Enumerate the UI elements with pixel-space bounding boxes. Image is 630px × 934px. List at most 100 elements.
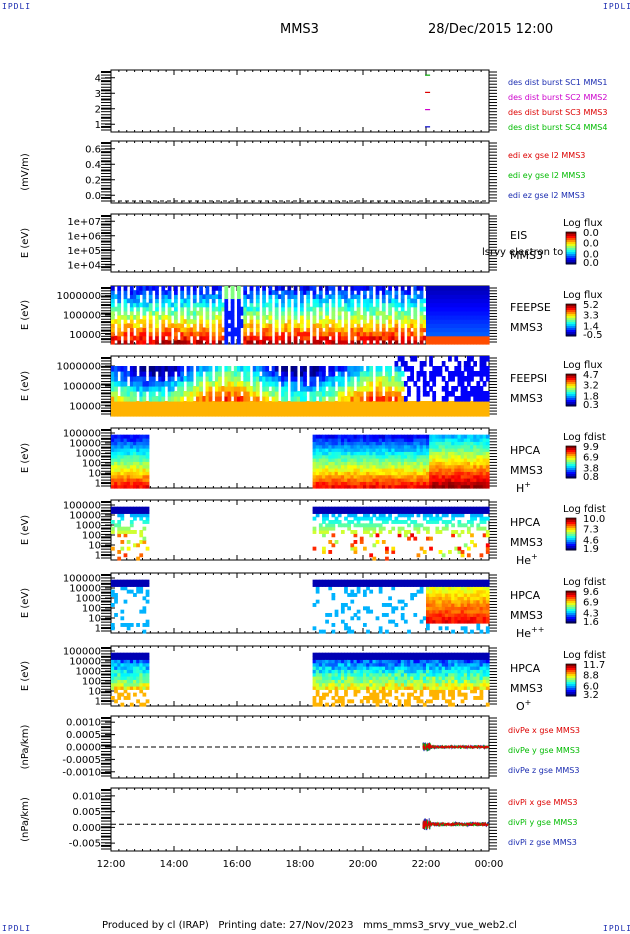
legend-label-1: edi ez gse l2 MMS3 [508, 191, 585, 200]
species-label-5: H+ [516, 480, 531, 495]
y-tick-label-5: 10 [88, 469, 101, 480]
corner-label-top-left: IPDLI [2, 2, 32, 11]
colorbar-tick-label-3: 5.2 [583, 300, 599, 311]
colorbar-swatch [566, 306, 576, 309]
colorbar-tick-label-4: 3.2 [583, 381, 599, 392]
colorbar-swatch [566, 378, 576, 381]
colorbar-swatch [566, 472, 576, 475]
species-label-6: He+ [516, 552, 538, 567]
y-tick-label-10: 0.005 [72, 807, 101, 818]
y-tick-label-5: 10000 [69, 439, 101, 450]
instrument-label-8: HPCA [510, 662, 541, 675]
colorbar-swatch [566, 530, 576, 533]
colorbar-swatch [566, 548, 576, 551]
colorbar-swatch [566, 522, 576, 525]
colorbar-swatch [566, 591, 576, 594]
colorbar-swatch [566, 446, 576, 449]
y-tick-label-5: 1000 [76, 449, 101, 460]
colorbar-tick-label-6: 4.6 [583, 535, 599, 546]
colorbar-tick-label-3: -0.5 [583, 330, 603, 341]
colorbar-swatch [566, 621, 576, 624]
y-tick-label-0: 4 [95, 73, 101, 84]
panel-frame-0 [110, 69, 490, 133]
y-tick-label-2: 1e+07 [67, 217, 101, 228]
y-tick-label-9: 0.0005 [66, 730, 101, 741]
colorbar-swatch [566, 692, 576, 695]
legend-label-1: edi ex gse l2 MMS3 [508, 151, 585, 160]
y-tick-label-6: 100 [82, 531, 101, 542]
footer-produced-by: Produced by cl (IRAP) [102, 920, 209, 931]
colorbar-tick-label-8: 8.8 [583, 671, 599, 682]
colorbar-tick-label-4: 1.8 [583, 391, 599, 402]
colorbar-swatch [566, 400, 576, 403]
colorbar-tick-label-5: 3.8 [583, 463, 599, 474]
x-tick-label: 00:00 [475, 859, 504, 870]
colorbar-swatch [566, 234, 576, 237]
colorbar-swatch [566, 672, 576, 675]
colorbar-tick-label-7: 1.6 [583, 617, 599, 628]
colorbar-swatch [566, 601, 576, 604]
colorbar-swatch [566, 474, 576, 477]
legend-label-9: divPe y gse MMS3 [508, 746, 580, 755]
colorbar-swatch [566, 332, 576, 335]
footer: Produced by cl (IRAP) Printing date: 27/… [102, 920, 517, 931]
y-tick-label-8: 100000 [63, 647, 101, 658]
colorbar-swatch [566, 678, 576, 681]
legend-label-0: des dist burst SC1 MMS1 [508, 78, 607, 87]
instrument-sub-5: MMS3 [510, 464, 543, 477]
colorbar-swatch [566, 460, 576, 463]
colorbar-swatch [566, 617, 576, 620]
legend-label-0: des dist burst SC4 MMS4 [508, 123, 607, 132]
colorbar-tick-label-2: 0.0 [583, 228, 599, 239]
colorbar-swatch [566, 324, 576, 327]
y-tick-label-5: 1 [95, 479, 101, 490]
y-tick-label-7: 10 [88, 614, 101, 625]
colorbar-tick-label-8: 3.2 [583, 690, 599, 701]
y-tick-label-7: 100000 [63, 574, 101, 585]
spectrogram-6 [312, 506, 490, 561]
colorbar-tick-label-7: 9.6 [583, 587, 599, 598]
y-tick-label-2: 1e+06 [67, 231, 101, 242]
colorbar-swatch [566, 322, 576, 325]
date-title: 28/Dec/2015 12:00 [428, 22, 554, 37]
y-tick-label-8: 100 [82, 677, 101, 688]
legend-label-10: divPi y gse MMS3 [508, 818, 577, 827]
colorbar-swatch [566, 520, 576, 523]
y-tick-label-3: 10000 [69, 330, 101, 341]
y-tick-label-6: 10 [88, 541, 101, 552]
y-axis-label-6: E (eV) [20, 515, 31, 545]
spectrogram-8 [312, 652, 490, 707]
colorbar-swatch [566, 540, 576, 543]
y-axis-label-1: (mV/m) [20, 153, 31, 191]
colorbar-swatch [566, 546, 576, 549]
colorbar-swatch [566, 544, 576, 547]
x-tick-label: 20:00 [349, 859, 378, 870]
colorbar-title-6: Log fdist [563, 504, 606, 515]
legend-label-1: edi ey gse l2 MMS3 [508, 171, 586, 180]
colorbar-swatch [566, 607, 576, 610]
colorbar-swatch [566, 448, 576, 451]
y-axis-label-5: E (eV) [20, 443, 31, 473]
colorbar-swatch [566, 518, 576, 521]
instrument-label-3: FEEPSE [510, 301, 551, 314]
colorbar-swatch [566, 384, 576, 387]
panel-frame-1 [110, 140, 490, 204]
colorbar-swatch [566, 404, 576, 407]
y-axis-label-8: E (eV) [20, 661, 31, 691]
colorbar-tick-label-3: 3.3 [583, 311, 599, 322]
colorbar-swatch [566, 609, 576, 612]
y-tick-label-5: 100000 [63, 429, 101, 440]
colorbar-swatch [566, 599, 576, 602]
colorbar-swatch [566, 232, 576, 235]
colorbar-tick-label-5: 9.9 [583, 442, 599, 453]
colorbar-tick-label-8: 11.7 [583, 660, 605, 671]
colorbar-swatch [566, 256, 576, 259]
colorbar-swatch [566, 398, 576, 401]
colorbar-swatch [566, 380, 576, 383]
colorbar-swatch [566, 452, 576, 455]
colorbar-swatch [566, 682, 576, 685]
y-axis-label-2: E (eV) [20, 228, 31, 258]
colorbar-swatch [566, 528, 576, 531]
corner-label-bottom-left: IPDLI [2, 924, 32, 933]
